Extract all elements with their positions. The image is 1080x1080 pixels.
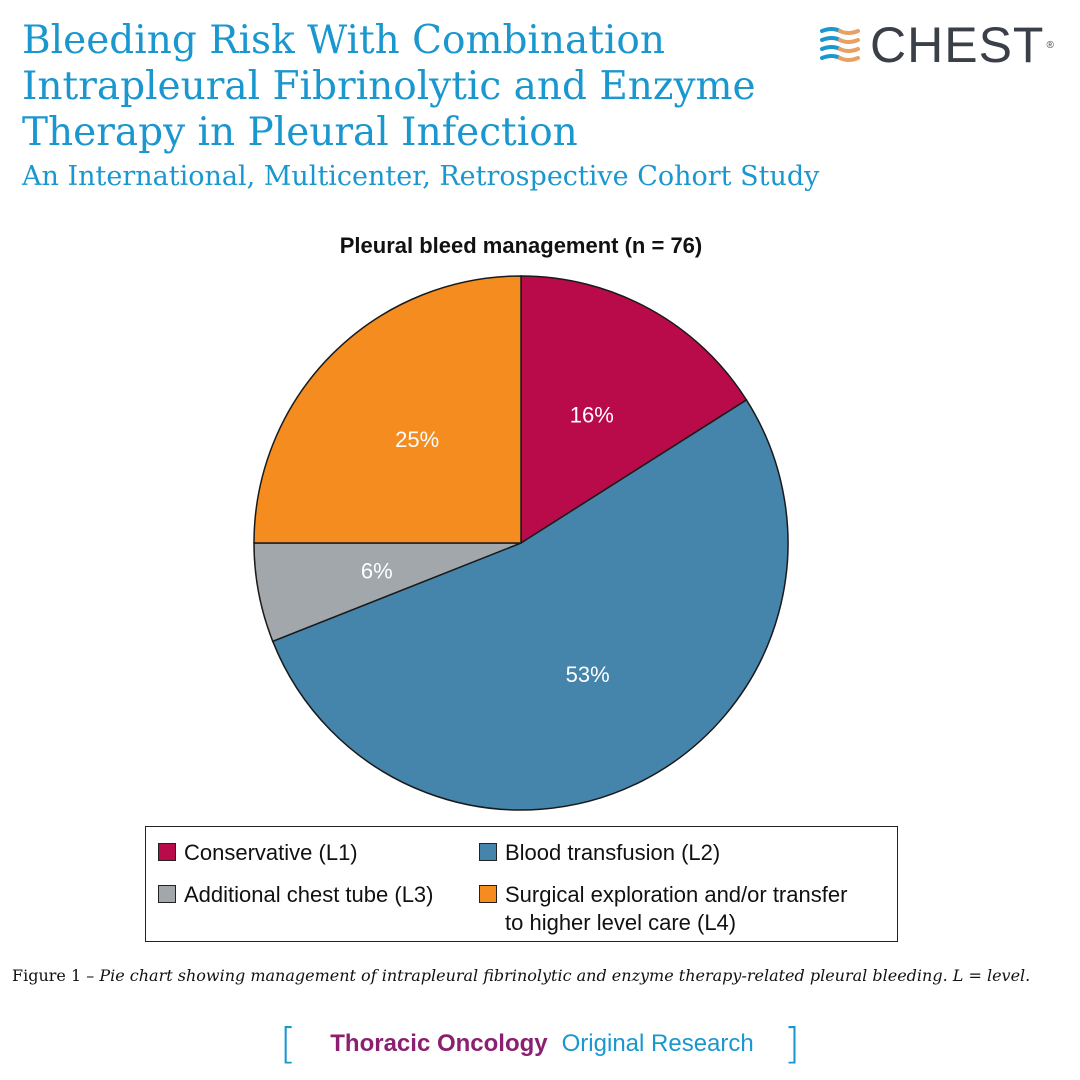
legend-label-l3: Additional chest tube (L3) xyxy=(184,881,434,909)
article-title: Bleeding Risk With Combination Intrapleu… xyxy=(22,18,802,156)
legend-label-line: Surgical exploration and/or transfer xyxy=(505,882,848,907)
pie-slice-surgical-exploration xyxy=(253,275,522,544)
pie-slice-label-additional-chest-tube: 6% xyxy=(361,559,393,584)
legend-swatch-l2 xyxy=(479,843,497,861)
legend-label-l4: Surgical exploration and/or transfer to … xyxy=(505,881,847,937)
chart-legend: Conservative (L1) Blood transfusion (L2)… xyxy=(145,826,898,942)
chart-title: Pleural bleed management (n = 76) xyxy=(339,233,703,258)
footer-section: Thoracic Oncology xyxy=(330,1030,548,1057)
legend-item-l2: Blood transfusion (L2) xyxy=(479,839,720,867)
figure-caption: Figure 1 – Pie chart showing management … xyxy=(12,966,1072,985)
legend-swatch-l4 xyxy=(479,885,497,903)
legend-label-line: Additional chest tube (L3) xyxy=(184,882,434,907)
article-title-line: Bleeding Risk With Combination xyxy=(22,18,666,63)
pie-slice-label-blood-transfusion: 53% xyxy=(566,662,610,687)
footer-bracket-right: ] xyxy=(783,1019,801,1068)
pie-slice-conservative xyxy=(520,275,748,545)
legend-label-l1: Conservative (L1) xyxy=(184,839,358,867)
legend-item-l4: Surgical exploration and/or transfer to … xyxy=(479,881,847,937)
legend-item-l3: Additional chest tube (L3) xyxy=(158,881,434,909)
legend-item-l1: Conservative (L1) xyxy=(158,839,358,867)
pie-slice-blood-transfusion xyxy=(271,398,789,811)
footer-article-type: Original Research xyxy=(561,1030,754,1057)
logo-text: CHEST xyxy=(870,17,1045,73)
chest-logo-icon xyxy=(820,27,860,62)
footer-bracket-left: [ xyxy=(279,1019,297,1068)
pie-slice-label-surgical-exploration: 25% xyxy=(395,427,439,452)
legend-label-line: Conservative (L1) xyxy=(184,840,358,865)
legend-label-line: Blood transfusion (L2) xyxy=(505,840,721,865)
logo-registered-mark: ® xyxy=(1046,39,1054,51)
legend-swatch-l1 xyxy=(158,843,176,861)
legend-label-line: to higher level care (L4) xyxy=(505,910,737,935)
article-title-line: Intrapleural Fibrinolytic and Enzyme xyxy=(22,64,756,109)
article-title-line: Therapy in Pleural Infection xyxy=(22,110,578,155)
chest-logo: CHEST ® xyxy=(818,20,1054,70)
article-subtitle: An International, Multicenter, Retrospec… xyxy=(22,161,820,192)
legend-label-l2: Blood transfusion (L2) xyxy=(505,839,720,867)
figure-caption-text: Pie chart showing management of intraple… xyxy=(99,966,1031,985)
section-footer: [ Thoracic Oncology Original Research ] xyxy=(0,1022,1080,1066)
legend-swatch-l3 xyxy=(158,885,176,903)
pie-slice-label-conservative: 16% xyxy=(570,402,614,427)
figure-caption-label: Figure 1 – xyxy=(12,966,100,985)
